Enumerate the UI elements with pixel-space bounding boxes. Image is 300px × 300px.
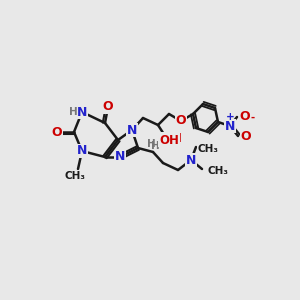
Text: O: O xyxy=(176,115,186,128)
Text: CH₃: CH₃ xyxy=(207,166,228,176)
Text: H: H xyxy=(172,133,182,146)
Text: O: O xyxy=(52,125,62,139)
Text: N: N xyxy=(77,106,87,118)
Text: -: - xyxy=(251,113,255,123)
Text: H: H xyxy=(151,141,159,151)
Text: O: O xyxy=(103,100,113,113)
Text: N: N xyxy=(225,119,235,133)
Text: +: + xyxy=(226,112,234,122)
Text: H: H xyxy=(69,107,77,117)
Text: CH₃: CH₃ xyxy=(64,171,86,181)
Text: O: O xyxy=(162,133,172,146)
Text: O: O xyxy=(240,110,250,124)
Text: CH₃: CH₃ xyxy=(198,144,219,154)
Text: N: N xyxy=(186,154,196,166)
Text: N: N xyxy=(127,124,137,136)
Text: N: N xyxy=(115,151,125,164)
Text: OH: OH xyxy=(159,134,179,146)
Text: H: H xyxy=(147,139,155,149)
Text: N: N xyxy=(77,145,87,158)
Text: O: O xyxy=(241,130,251,142)
